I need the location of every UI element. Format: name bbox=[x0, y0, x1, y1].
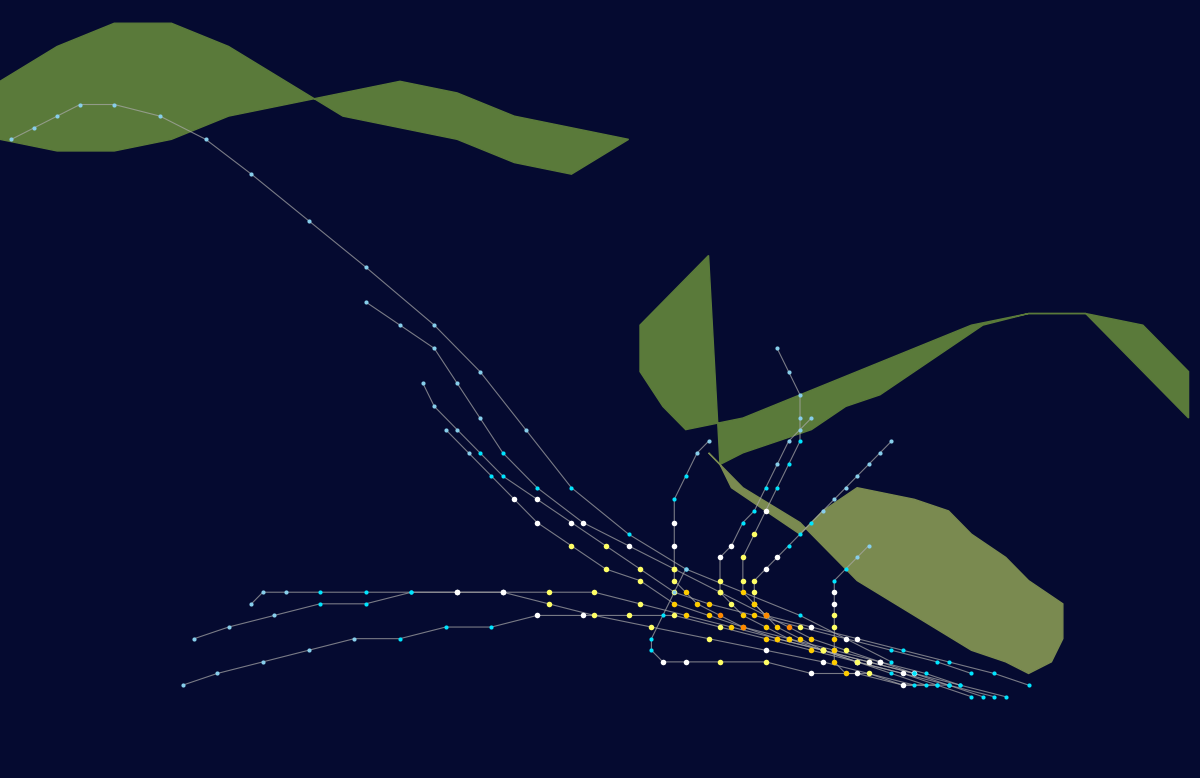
Polygon shape bbox=[0, 23, 629, 174]
Polygon shape bbox=[640, 255, 1188, 464]
Polygon shape bbox=[708, 453, 1063, 674]
